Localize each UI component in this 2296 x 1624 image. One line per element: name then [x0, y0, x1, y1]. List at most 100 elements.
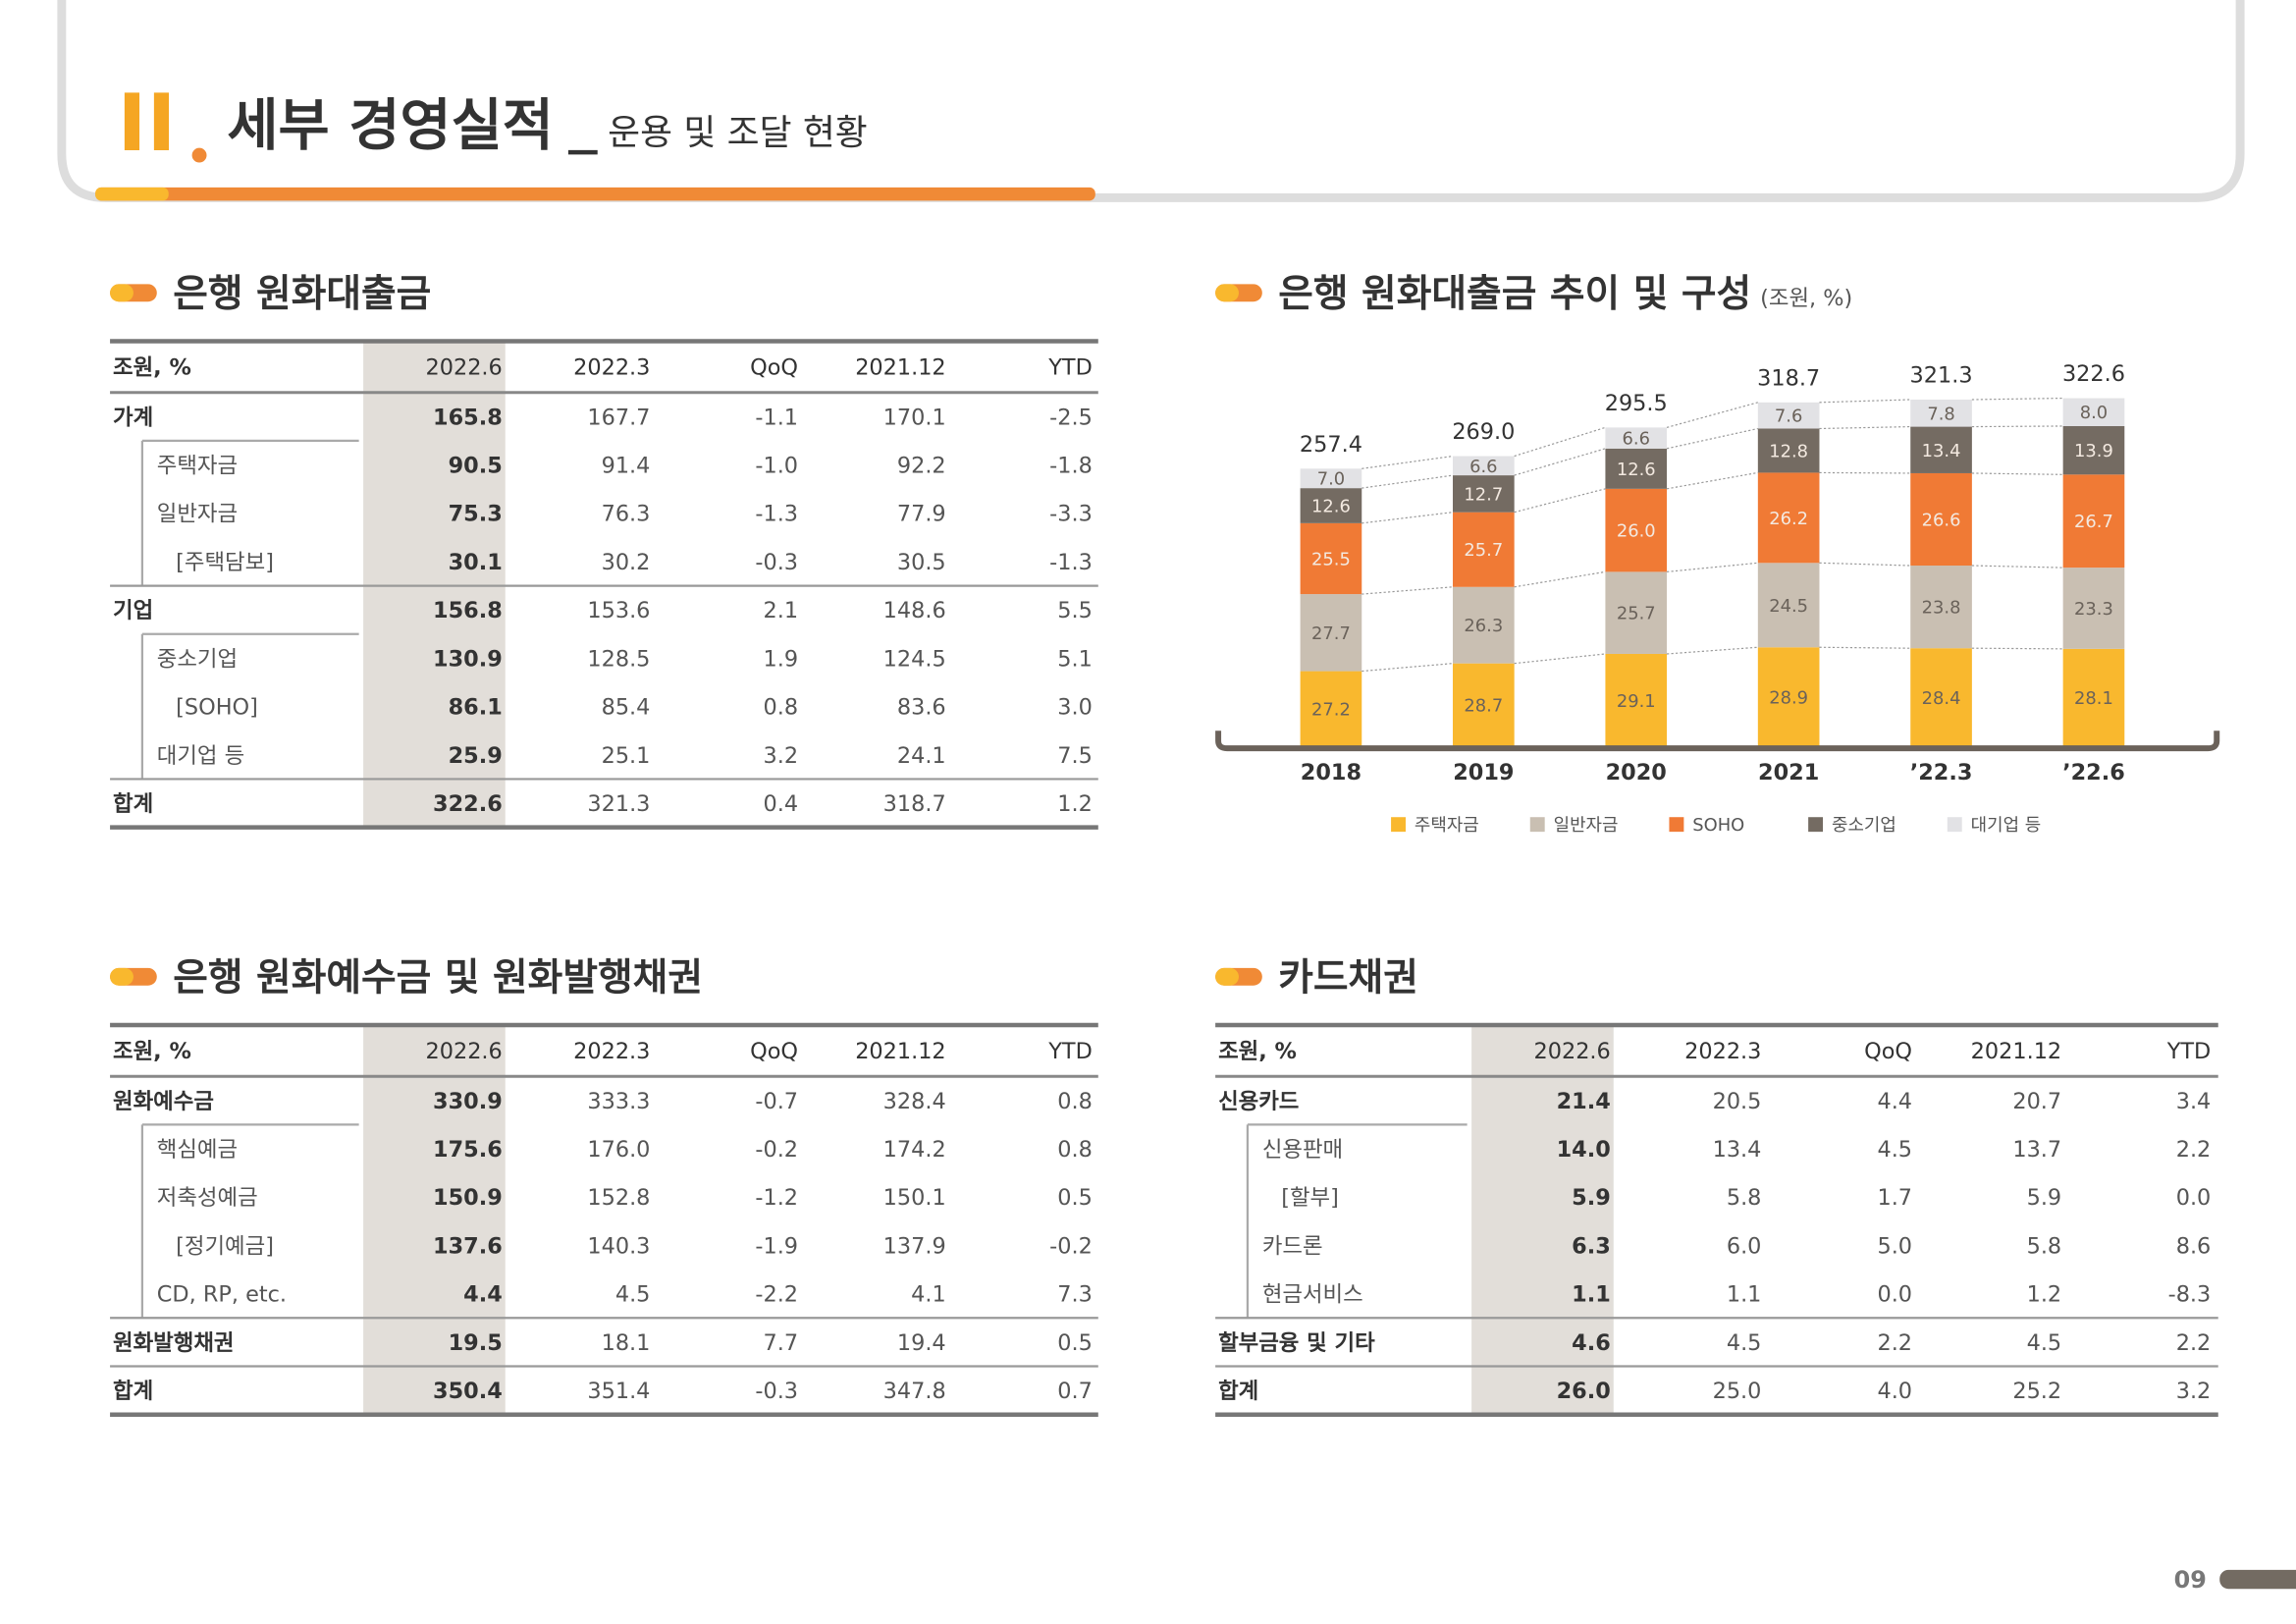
cell-value: 13.4 [1713, 1137, 1762, 1163]
x-tick-label: 2019 [1453, 760, 1514, 785]
cell-value: 13.7 [2012, 1137, 2061, 1163]
cell-value: 175.6 [433, 1137, 503, 1163]
segment-label: 29.1 [1617, 691, 1656, 712]
segment-label: 26.0 [1617, 521, 1656, 542]
row-label: 기업 [113, 598, 153, 623]
segment-label: 12.7 [1464, 484, 1503, 505]
cell-value: 4.5 [1727, 1330, 1762, 1356]
segment-label: 6.6 [1469, 457, 1497, 477]
connector [1362, 455, 1454, 469]
cell-value: -3.3 [1049, 502, 1093, 527]
header-bar-accent [95, 187, 169, 201]
cell-value: 152.8 [587, 1185, 650, 1211]
cell-value: 86.1 [449, 695, 503, 721]
bar-segment [1757, 563, 1820, 648]
row-label: 원화예수금 [113, 1089, 214, 1114]
cell-value: -1.0 [755, 454, 798, 479]
connector [1667, 562, 1758, 572]
cell-value: 1.1 [1572, 1282, 1611, 1308]
row-label: [할부] [1281, 1185, 1339, 1211]
cell-value: 21.4 [1557, 1089, 1611, 1114]
cell-value: 5.9 [1572, 1185, 1611, 1211]
segment-label: 26.6 [1922, 510, 1961, 530]
segment-label: 12.6 [1617, 460, 1656, 480]
row-label: CD, RP, etc. [157, 1282, 287, 1308]
cell-value: 91.4 [602, 454, 651, 479]
row-label: 신용판매 [1262, 1137, 1343, 1163]
cell-value: 92.2 [897, 454, 946, 479]
segment-label: 27.2 [1311, 700, 1351, 721]
cell-value: 7.3 [1057, 1282, 1093, 1308]
row-label: 중소기업 [157, 646, 238, 672]
cell-value: 4.5 [615, 1282, 651, 1308]
column-header: QoQ [1864, 1039, 1912, 1064]
cell-value: 124.5 [883, 646, 946, 672]
highlight-column [363, 341, 506, 828]
x-tick-label: ’22.3 [1910, 760, 1973, 785]
row-label: [SOHO] [176, 695, 258, 721]
legend-swatch [1947, 817, 1962, 833]
cell-value: -0.3 [755, 1379, 798, 1404]
segment-label: 28.1 [2074, 688, 2113, 709]
connector [1819, 646, 1911, 649]
section-numeral: II [118, 77, 177, 169]
connector [1362, 586, 1454, 595]
connector [1514, 653, 1606, 665]
connector [1971, 565, 2063, 568]
row-label: 저축성예금 [157, 1185, 258, 1211]
cell-value: 153.6 [587, 598, 650, 623]
cell-value: 30.2 [602, 550, 651, 575]
cell-value: 0.4 [763, 791, 798, 817]
column-header: 2022.3 [1684, 1039, 1761, 1064]
cell-value: 156.8 [433, 598, 503, 623]
cell-value: 321.3 [587, 791, 650, 817]
cell-value: -1.1 [755, 405, 798, 430]
connector [1514, 488, 1606, 514]
bar-segment [1757, 472, 1820, 564]
bar-segment [1300, 488, 1362, 523]
cell-value: 167.7 [587, 405, 650, 430]
cell-value: -1.3 [1049, 550, 1093, 575]
cell-value: 18.1 [602, 1330, 651, 1356]
page-number-bar [2219, 1569, 2296, 1590]
cell-value: 5.0 [1877, 1233, 1912, 1259]
highlight-column [363, 1025, 506, 1415]
row-label: 가계 [113, 405, 153, 430]
cell-value: 1.7 [1877, 1185, 1912, 1211]
cell-value: 14.0 [1557, 1137, 1611, 1163]
column-header: 조원, % [113, 355, 191, 381]
connector [1819, 562, 1911, 567]
chart-baseline [1215, 731, 2220, 752]
cell-value: 0.7 [1057, 1379, 1093, 1404]
cell-value: 128.5 [587, 646, 650, 672]
bar-segment [1605, 571, 1668, 654]
connector [1666, 402, 1758, 428]
segment-label: 12.6 [1311, 496, 1351, 516]
cell-value: 6.0 [1727, 1233, 1762, 1259]
row-label: 현금서비스 [1262, 1282, 1363, 1308]
cell-value: 0.5 [1057, 1330, 1093, 1356]
cell-value: 150.1 [883, 1185, 946, 1211]
cell-value: -8.3 [2168, 1282, 2212, 1308]
row-label: 합계 [113, 1379, 153, 1404]
cell-value: 83.6 [897, 695, 946, 721]
x-tick-label: 2021 [1758, 760, 1819, 785]
segment-label: 25.7 [1617, 604, 1656, 624]
bar-segment [1910, 426, 1972, 473]
cell-value: 4.4 [463, 1282, 503, 1308]
header-bar [95, 187, 1095, 201]
cell-value: 4.4 [1877, 1089, 1912, 1114]
x-tick-label: ’22.6 [2062, 760, 2125, 785]
bar-segment [1453, 475, 1515, 513]
cell-value: 5.8 [1727, 1185, 1762, 1211]
cell-value: 4.1 [911, 1282, 946, 1308]
cell-value: 90.5 [449, 454, 503, 479]
segment-label: 6.6 [1623, 429, 1650, 450]
column-header: 2021.12 [855, 1039, 945, 1064]
bar-segment [2062, 474, 2125, 568]
column-header: 2021.12 [1971, 1039, 2061, 1064]
cell-value: 5.8 [2027, 1233, 2062, 1259]
cell-value: 0.0 [2176, 1185, 2212, 1211]
cell-value: 1.2 [1057, 791, 1093, 817]
legend-label: 중소기업 [1832, 815, 1896, 836]
